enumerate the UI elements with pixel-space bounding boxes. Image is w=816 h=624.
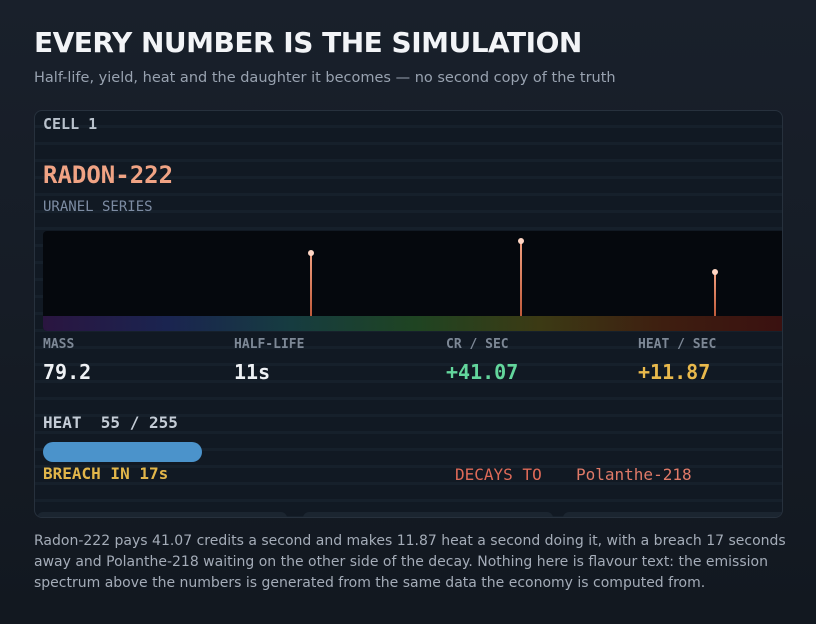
heat-separator: / xyxy=(129,413,140,432)
tab xyxy=(303,512,553,517)
heat-value: 55 xyxy=(100,413,121,432)
heat-track xyxy=(43,442,781,462)
stat-label: HALF-LIFE xyxy=(234,337,305,352)
description: Radon-222 pays 41.07 credits a second an… xyxy=(34,533,786,591)
heat-max: 255 xyxy=(148,413,178,432)
spectrum-band xyxy=(43,316,782,331)
emission-line xyxy=(714,272,716,316)
heat-title: HEAT xyxy=(43,413,82,432)
stat-label: MASS xyxy=(43,337,75,352)
stat-value: +11.87 xyxy=(638,360,711,384)
emission-peak xyxy=(712,269,718,275)
tab xyxy=(37,512,287,517)
tab xyxy=(563,512,782,517)
emission-peak xyxy=(308,250,314,256)
stat-value: 11s xyxy=(234,360,271,384)
emission-line xyxy=(520,241,522,316)
page-title: EVERY NUMBER IS THE SIMULATION xyxy=(34,26,582,59)
stat-label: HEAT / SEC xyxy=(638,337,717,352)
stat-label: CR / SEC xyxy=(446,337,509,352)
decay-daughter: Polanthe-218 xyxy=(576,465,692,484)
emission-spectrum xyxy=(43,231,782,331)
decay-label: DECAYS TO xyxy=(455,465,542,484)
emission-peak xyxy=(518,238,524,244)
heat-bar xyxy=(43,442,203,462)
stat-value: +41.07 xyxy=(446,360,519,384)
cell-label: CELL 1 xyxy=(43,115,98,133)
heat-label: HEAT 55 / 255 xyxy=(43,413,178,432)
emission-line xyxy=(310,253,312,316)
breach-timer: BREACH IN 17s xyxy=(43,464,169,483)
stat-value: 79.2 xyxy=(43,360,92,384)
isotope-card: CELL 1 RADON-222 URANEL SERIES MASS 79.2… xyxy=(34,110,783,518)
isotope-name: RADON-222 xyxy=(43,161,174,189)
series-name: URANEL SERIES xyxy=(43,199,153,215)
subtitle: Half-life, yield, heat and the daughter … xyxy=(34,70,616,86)
